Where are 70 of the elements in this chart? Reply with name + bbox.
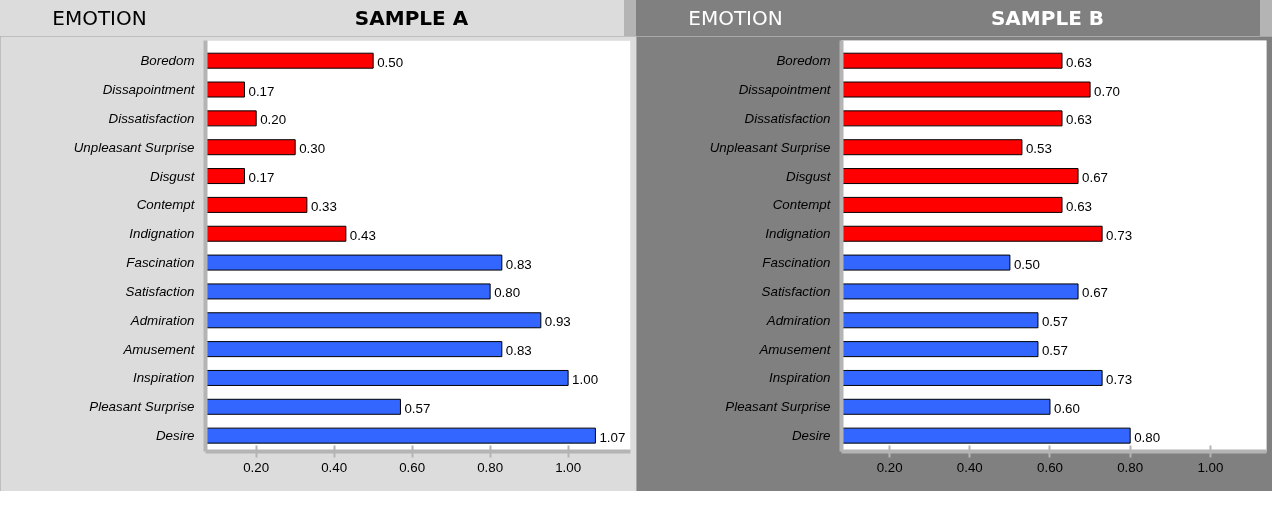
- data-label: 0.73: [1106, 371, 1133, 387]
- y-tick-label: Desire: [155, 428, 195, 444]
- data-label: 0.83: [505, 256, 532, 272]
- y-tick-label: Fascination: [126, 255, 195, 271]
- y-axis-title: EMOTION: [688, 5, 783, 32]
- x-tick-label: 0.20: [876, 459, 903, 475]
- chart-title: SAMPLE B: [990, 5, 1105, 32]
- data-label: 0.73: [1106, 227, 1133, 243]
- data-label: 0.57: [404, 400, 431, 416]
- x-tick-label: 0.20: [243, 459, 270, 475]
- data-label: 0.30: [299, 141, 326, 157]
- data-label: 0.80: [494, 285, 521, 301]
- y-tick-label: Satisfaction: [125, 283, 195, 299]
- y-tick-label: Satisfaction: [761, 283, 831, 299]
- y-tick-label: Boredom: [776, 53, 831, 69]
- data-label: 0.17: [248, 170, 275, 186]
- x-tick-label: 0.60: [399, 459, 426, 475]
- y-tick-label: Contempt: [136, 197, 196, 213]
- y-tick-label: Inspiration: [133, 370, 195, 386]
- data-label: 0.63: [1066, 54, 1092, 70]
- y-tick-label: Pleasant Surprise: [725, 399, 831, 415]
- y-tick-label: Admiration: [129, 312, 195, 328]
- data-label: 0.53: [1025, 141, 1052, 157]
- y-tick-label: Amusement: [758, 341, 832, 357]
- x-tick-label: 0.80: [477, 459, 504, 475]
- y-tick-label: Indignation: [765, 226, 831, 242]
- data-label: 0.20: [260, 112, 287, 128]
- y-tick-label: Unpleasant Surprise: [73, 139, 195, 155]
- y-tick-label: Unpleasant Surprise: [709, 139, 831, 155]
- data-label: 0.80: [1134, 429, 1161, 445]
- x-tick-label: 0.40: [321, 459, 348, 475]
- data-label: 0.67: [1082, 285, 1109, 301]
- data-label: 1.00: [572, 371, 599, 387]
- data-label: 0.70: [1094, 83, 1121, 99]
- x-tick-label: 0.80: [1117, 459, 1144, 475]
- y-tick-label: Indignation: [129, 226, 195, 242]
- data-label: 0.67: [1082, 170, 1109, 186]
- data-label: 0.83: [505, 343, 532, 359]
- y-axis-title: EMOTION: [52, 5, 147, 32]
- y-tick-label: Desire: [791, 428, 831, 444]
- y-tick-label: Dissatisfaction: [744, 110, 831, 126]
- data-label: 0.50: [1013, 256, 1040, 272]
- data-label: 0.57: [1041, 314, 1068, 330]
- data-label: 1.07: [599, 429, 626, 445]
- data-label: 0.43: [349, 227, 376, 243]
- chart-title: SAMPLE A: [354, 5, 469, 32]
- y-tick-label: Boredom: [140, 53, 195, 69]
- data-label: 0.93: [544, 314, 571, 330]
- data-label: 0.57: [1041, 343, 1068, 359]
- x-tick-label: 0.60: [1037, 459, 1063, 475]
- data-label: 0.33: [310, 198, 337, 214]
- y-tick-label: Amusement: [122, 341, 196, 357]
- y-tick-label: Disgust: [786, 168, 832, 184]
- y-tick-label: Pleasant Surprise: [89, 399, 195, 415]
- data-label: 0.50: [377, 54, 404, 70]
- x-tick-label: 1.00: [555, 459, 582, 475]
- y-tick-label: Contempt: [772, 197, 832, 213]
- data-label: 0.63: [1066, 198, 1092, 214]
- y-tick-label: Disgust: [150, 168, 196, 184]
- y-tick-label: Dissatisfaction: [108, 110, 195, 126]
- data-label: 0.17: [248, 83, 275, 99]
- x-tick-label: 1.00: [1197, 459, 1224, 475]
- y-tick-label: Fascination: [762, 255, 831, 271]
- data-label: 0.60: [1053, 400, 1080, 416]
- y-tick-label: Dissapointment: [102, 82, 196, 98]
- x-tick-label: 0.40: [956, 459, 983, 475]
- y-tick-label: Admiration: [765, 312, 831, 328]
- y-tick-label: Inspiration: [769, 370, 831, 386]
- data-label: 0.63: [1066, 112, 1092, 128]
- y-tick-label: Dissapointment: [738, 82, 832, 98]
